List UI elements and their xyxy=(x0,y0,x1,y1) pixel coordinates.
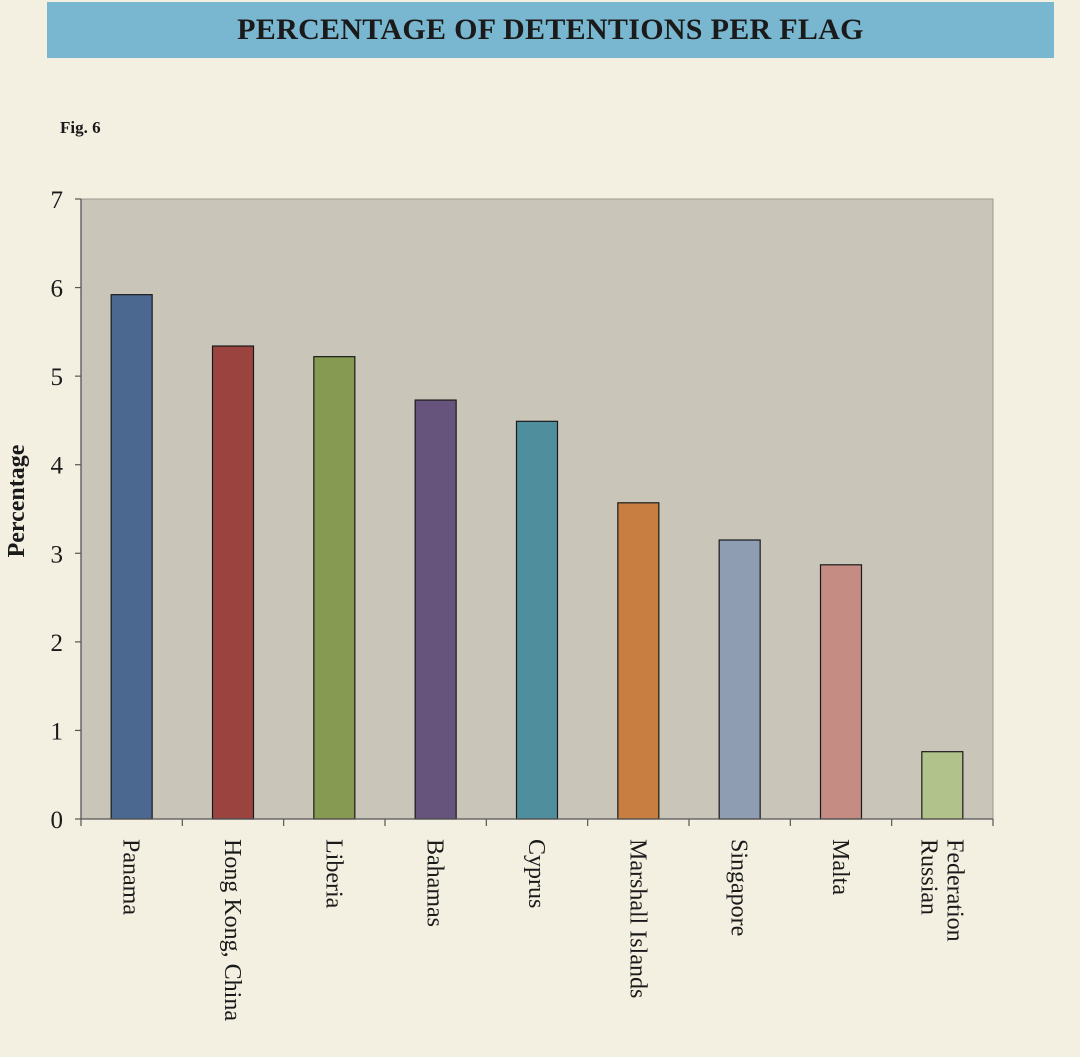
y-tick-label: 5 xyxy=(51,364,64,391)
x-category-label: Malta xyxy=(827,839,853,895)
x-category-label-line: Marshall Islands xyxy=(624,839,650,998)
bar xyxy=(515,420,559,820)
x-category-label-line: Cyprus xyxy=(523,839,549,908)
x-category-label-line: Bahamas xyxy=(422,839,448,927)
bar xyxy=(819,564,863,820)
title-banner: PERCENTAGE OF DETENTIONS PER FLAG xyxy=(47,2,1054,58)
x-category-label: Hong Kong, China xyxy=(219,839,245,1021)
bar xyxy=(110,294,153,820)
x-category-label-line: Malta xyxy=(827,839,853,895)
bars-group xyxy=(110,294,964,820)
chart-title: PERCENTAGE OF DETENTIONS PER FLAG xyxy=(237,13,864,46)
y-tick-label: 1 xyxy=(51,718,64,745)
y-tick-label: 2 xyxy=(51,630,64,657)
x-category-label: Bahamas xyxy=(422,839,448,927)
x-labels-group: Panama Hong Kong, China Liberia Bahamas Cypr… xyxy=(118,839,968,1021)
x-category-label: Singapore xyxy=(726,839,752,936)
x-category-label-line: Singapore xyxy=(726,839,752,936)
bar xyxy=(921,751,964,820)
y-tick-label: 4 xyxy=(51,453,64,480)
y-tick-label: 6 xyxy=(51,276,64,303)
x-category-label: Russian Federation xyxy=(915,839,967,942)
x-category-label-line: Hong Kong, China xyxy=(219,839,245,1021)
bar xyxy=(313,356,356,820)
y-tick-label: 7 xyxy=(51,187,64,214)
x-category-label-line: Federation xyxy=(941,839,967,942)
x-category-label-line: Panama xyxy=(118,839,144,915)
bar xyxy=(617,502,660,820)
y-ticks-group: 0 1 2 3 4 5 6 7 xyxy=(51,187,81,834)
bar xyxy=(211,345,255,820)
figure-label: Fig. 6 xyxy=(60,118,101,137)
y-tick-label: 0 xyxy=(51,807,64,834)
bar xyxy=(718,539,761,820)
bar xyxy=(414,399,457,820)
x-category-label: Panama xyxy=(118,839,144,915)
y-axis-label: Percentage xyxy=(4,444,30,557)
x-category-label: Cyprus xyxy=(523,839,549,908)
x-ticks-group xyxy=(80,819,994,826)
x-category-label-line: Liberia xyxy=(320,839,346,909)
x-category-label: Liberia xyxy=(320,839,346,909)
x-category-label: Marshall Islands xyxy=(624,839,650,998)
y-tick-label: 3 xyxy=(51,541,64,568)
x-category-label-line: Russian xyxy=(915,839,941,915)
